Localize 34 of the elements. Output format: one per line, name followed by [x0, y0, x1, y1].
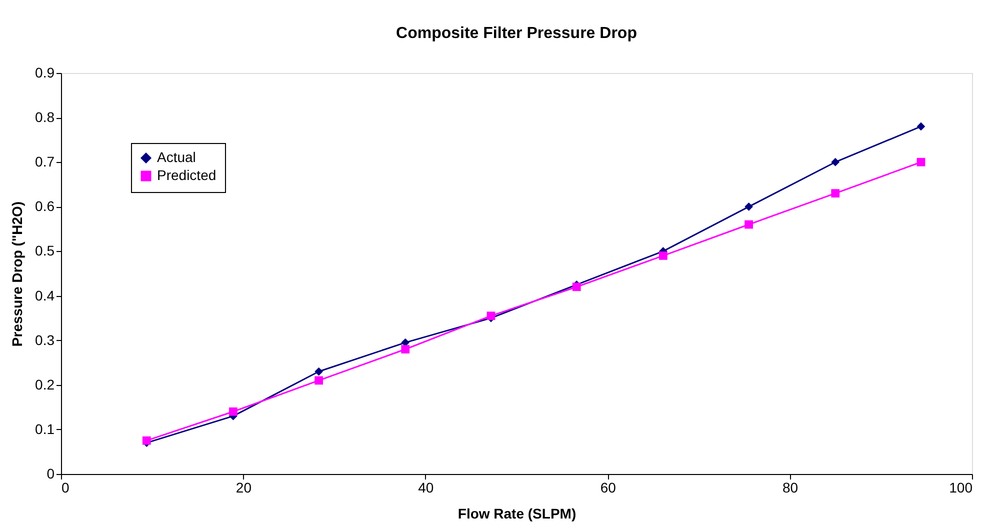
x-tick-label: 20: [236, 480, 252, 496]
x-tick-label: 40: [418, 480, 434, 496]
point: [228, 407, 238, 416]
y-tick-label: 0.9: [35, 64, 55, 80]
point: [572, 282, 581, 292]
point: [314, 376, 323, 385]
y-tick-label: 0.8: [35, 109, 55, 126]
point: [831, 189, 840, 198]
point: [744, 220, 753, 229]
y-tick-label: 0.1: [35, 420, 55, 437]
y-axis-title: Pressure Drop ("H2O): [9, 201, 26, 347]
x-tick-label: 60: [600, 480, 616, 496]
point: [142, 436, 151, 445]
point: [658, 251, 668, 260]
y-tick-label: 0.2: [35, 376, 55, 392]
point: [916, 122, 926, 131]
x-axis-title: Flow Rate (SLPM): [458, 506, 576, 522]
point: [744, 202, 753, 211]
point: [401, 345, 410, 354]
y-tick-label: 0.5: [35, 242, 55, 259]
legend-label: Actual: [157, 149, 196, 165]
legend-label: Predicted: [157, 167, 216, 183]
point: [831, 158, 840, 166]
y-tick-label: 0: [46, 466, 55, 482]
point: [314, 367, 323, 376]
y-tick-label: 0.4: [35, 287, 55, 304]
x-tick-label: 100: [949, 480, 973, 496]
y-tick-label: 0.3: [35, 332, 55, 348]
point: [916, 158, 926, 166]
y-tick-label: 0.6: [35, 198, 55, 214]
y-tick-label: 0.7: [35, 154, 55, 170]
x-tick-label: 0: [62, 480, 70, 496]
x-tick-label: 80: [782, 480, 798, 496]
chart-title: Composite Filter Pressure Drop: [396, 25, 638, 42]
